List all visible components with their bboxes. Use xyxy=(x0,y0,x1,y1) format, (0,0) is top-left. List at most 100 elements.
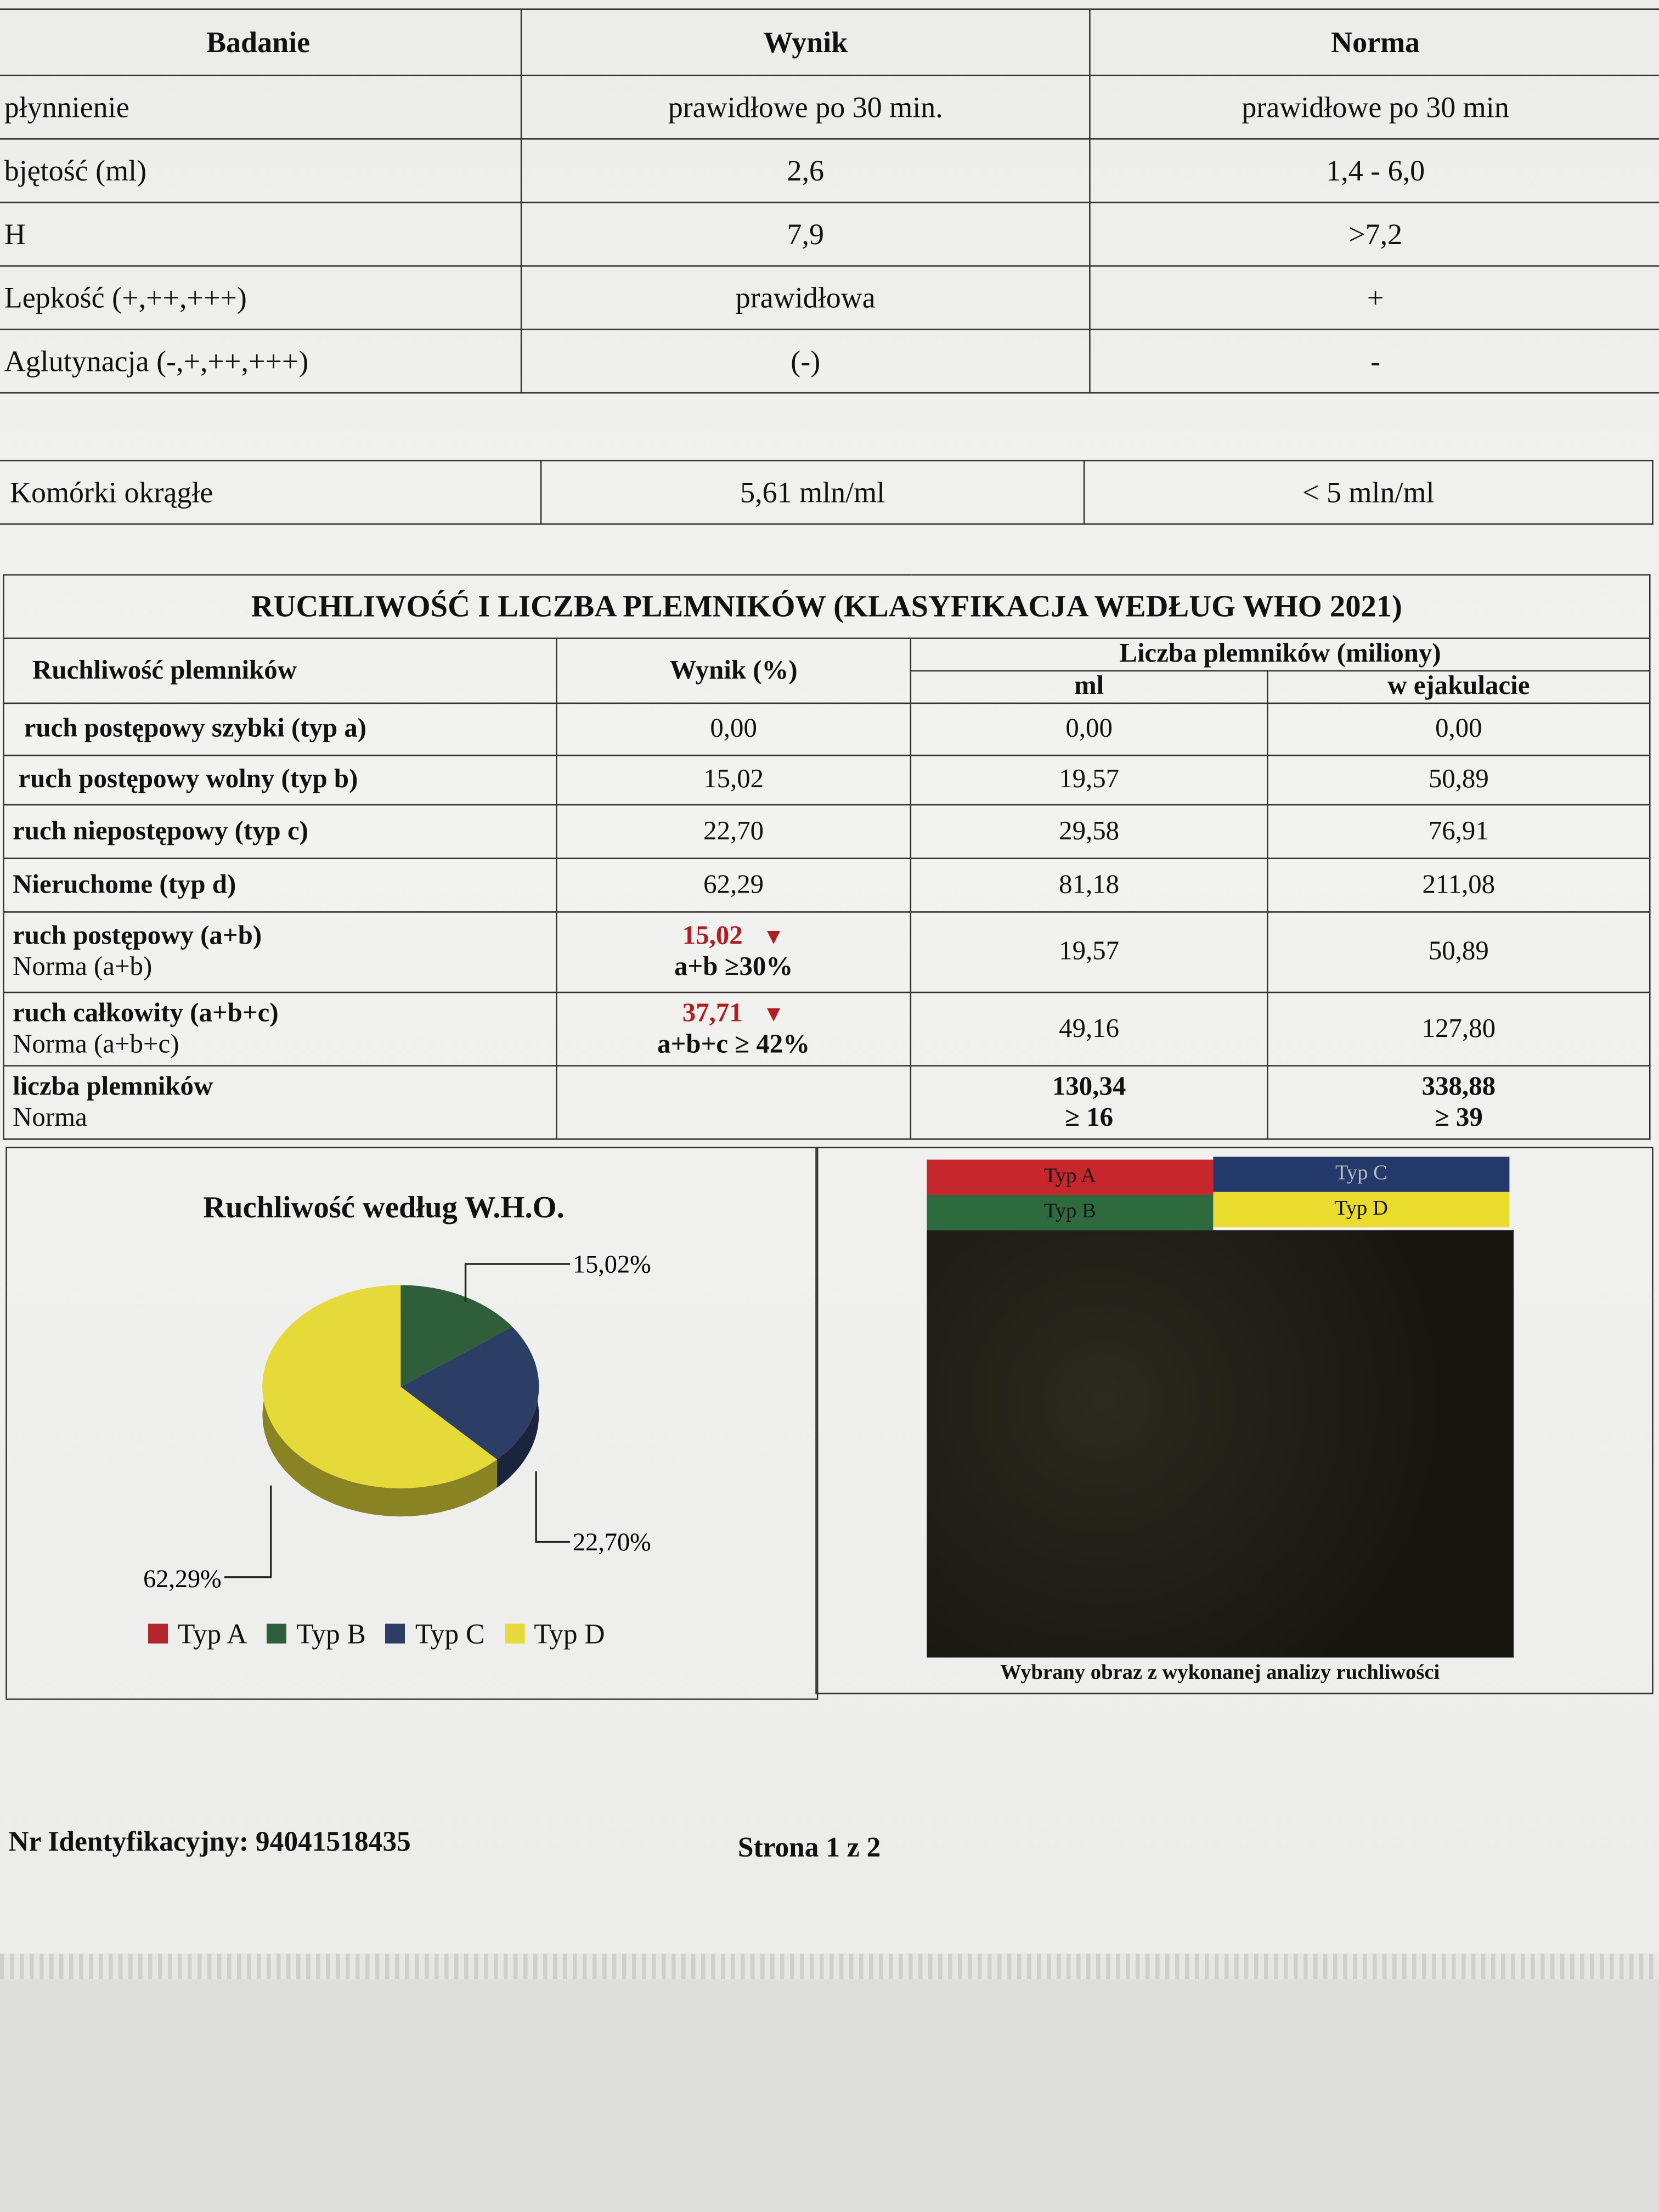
count-ejaculate: 50,89 xyxy=(1267,911,1651,994)
count-ml: 19,57 xyxy=(910,754,1268,806)
count-ml: 0,00 xyxy=(910,702,1268,757)
pie-slice-typ-b xyxy=(400,1285,513,1387)
legend-swatch xyxy=(267,1623,287,1644)
down-triangle-icon: ▼ xyxy=(762,925,785,950)
microscope-image xyxy=(927,1230,1514,1658)
motility-table: RUCHLIWOŚĆ I LICZBA PLEMNIKÓW (KLASYFIKA… xyxy=(3,574,1651,1140)
count-ejaculate-norm: ≥ 39 xyxy=(1434,1102,1483,1132)
count-ml: 19,57 xyxy=(910,911,1268,994)
legend-label: Typ B xyxy=(296,1619,366,1651)
legend-label: Typ C xyxy=(415,1619,485,1651)
progressive-label: ruch postępowy (a+b) xyxy=(13,921,262,951)
test-result: 2,6 xyxy=(520,138,1091,204)
round-cells-norm: < 5 mln/ml xyxy=(1083,460,1654,525)
test-name: bjętość (ml) xyxy=(0,138,522,204)
table-header-row: Badanie Wynik Norma xyxy=(0,8,1659,76)
motility-type: ruch niepostępowy (typ c) xyxy=(3,804,557,859)
legend-item: Typ A xyxy=(148,1620,247,1652)
test-result: prawidłowe po 30 min. xyxy=(520,75,1091,140)
header-result: Wynik (%) xyxy=(556,637,912,704)
count-ejaculate: 211,08 xyxy=(1267,857,1651,913)
total-label: ruch całkowity (a+b+c) xyxy=(13,998,279,1028)
count-ml-norm: ≥ 16 xyxy=(1065,1102,1114,1132)
round-cells-table: Komórki okrągłe 5,61 mln/ml < 5 mln/ml xyxy=(0,460,1654,525)
table-row: płynnienie prawidłowe po 30 min. prawidłow… xyxy=(0,75,1659,140)
result-percent: 15,02 xyxy=(556,754,912,806)
test-name: płynnienie xyxy=(0,75,522,140)
pie-chart: 15,02% 22,70% 62,29% xyxy=(143,1250,651,1593)
legend-typ-b: Typ B xyxy=(927,1194,1214,1231)
leader-line xyxy=(535,1471,570,1543)
test-name: Lepkość (+,++,+++) xyxy=(0,265,522,330)
pie-slice-typ-d xyxy=(262,1285,498,1488)
count-norm-label: Norma xyxy=(13,1102,87,1132)
count-ml: 81,18 xyxy=(910,857,1268,913)
legend-typ-a: Typ A xyxy=(927,1159,1214,1195)
count-ejaculate: 50,89 xyxy=(1267,754,1651,806)
count-ejaculate: 338,88 xyxy=(1421,1071,1496,1101)
table-row: Aglutynacja (-,+,++,+++) (-) - xyxy=(0,329,1659,394)
count-ejaculate: 127,80 xyxy=(1267,991,1651,1066)
header-ejaculate: w ejakulacie xyxy=(1267,670,1651,704)
table-row: ruch postępowy szybki (typ a) 0,00 0,00 0,0… xyxy=(3,702,1651,757)
header-wynik: Wynik xyxy=(520,8,1091,76)
table-row: Komórki okrągłe 5,61 mln/ml < 5 mln/ml xyxy=(0,460,1654,525)
test-norm: - xyxy=(1089,329,1659,394)
test-result: 7,9 xyxy=(520,201,1091,267)
count-ml: 29,58 xyxy=(910,804,1268,859)
image-caption: Wybrany obraz z wykonanej analizy ruchli… xyxy=(1000,1662,1440,1685)
pie-side-typ-d xyxy=(262,1285,498,1517)
chart-legend: Typ A Typ B Typ C Typ D xyxy=(148,1620,605,1652)
image-panel xyxy=(815,1147,1654,1695)
total-row: ruch całkowity (a+b+c) Norma (a+b+c) 37,7… xyxy=(3,991,1651,1066)
header-norma: Norma xyxy=(1089,8,1659,76)
progressive-value: 15,02 xyxy=(682,921,743,951)
legend-swatch xyxy=(504,1623,524,1644)
count-ml: 130,34 xyxy=(1052,1071,1126,1101)
legend-label: Typ C xyxy=(1335,1162,1387,1185)
table-row: bjętość (ml) 2,6 1,4 - 6,0 xyxy=(0,138,1659,204)
test-result: prawidłowa xyxy=(520,265,1091,330)
progressive-row: ruch postępowy (a+b) Norma (a+b) 15,02 ▼ a+… xyxy=(3,911,1651,994)
test-norm: + xyxy=(1089,265,1659,330)
motility-type: ruch postępowy wolny (typ b) xyxy=(3,754,557,806)
test-norm: 1,4 - 6,0 xyxy=(1089,138,1659,204)
header-badanie: Badanie xyxy=(0,8,522,76)
count-label: liczba plemników xyxy=(13,1071,213,1101)
round-cells-label: Komórki okrągłe xyxy=(0,460,542,525)
background-surface xyxy=(0,1979,1659,2212)
identification-number: Nr Identyfikacyjny: 94041518435 xyxy=(8,1826,411,1858)
page-number: Strona 1 z 2 xyxy=(737,1832,881,1864)
basic-results-table: Badanie Wynik Norma płynnienie prawidłowe… xyxy=(0,8,1659,394)
motility-type: Nieruchome (typ d) xyxy=(3,857,557,913)
motility-type: ruch postępowy szybki (typ a) xyxy=(3,702,557,757)
round-cells-value: 5,61 mln/ml xyxy=(540,460,1085,525)
legend-label: Typ D xyxy=(1334,1198,1388,1221)
test-norm: >7,2 xyxy=(1089,201,1659,267)
table-row: ruch postępowy wolny (typ b) 15,02 19,57 50… xyxy=(3,754,1651,806)
table-row: H 7,9 >7,2 xyxy=(0,201,1659,267)
result-percent: 62,29 xyxy=(556,857,912,913)
test-norm: prawidłowe po 30 min xyxy=(1089,75,1659,140)
down-triangle-icon: ▼ xyxy=(762,1002,785,1026)
data-label: 22,70% xyxy=(573,1528,651,1556)
leader-line xyxy=(464,1263,570,1302)
leader-line xyxy=(224,1485,272,1578)
count-ml: 49,16 xyxy=(910,991,1268,1066)
legend-item: Typ B xyxy=(267,1619,366,1652)
legend-label: Typ D xyxy=(534,1619,605,1651)
pie-slice-typ-c xyxy=(400,1327,539,1460)
header-ml: ml xyxy=(910,670,1268,704)
legend-label: Typ B xyxy=(1043,1200,1096,1223)
legend-label: Typ A xyxy=(177,1619,247,1651)
legend-swatch xyxy=(148,1623,168,1644)
count-ejaculate: 0,00 xyxy=(1267,702,1651,757)
table-row: ruch niepostępowy (typ c) 22,70 29,58 76,91 xyxy=(3,804,1651,859)
legend-typ-d: Typ D xyxy=(1213,1192,1510,1228)
motility-title: RUCHLIWOŚĆ I LICZBA PLEMNIKÓW (KLASYFIKA… xyxy=(3,574,1651,639)
data-label: 15,02% xyxy=(573,1250,651,1278)
legend-item: Typ C xyxy=(385,1619,485,1652)
test-name: H xyxy=(0,201,522,267)
total-norm-label: Norma (a+b+c) xyxy=(13,1029,179,1059)
chart-panel xyxy=(5,1147,819,1700)
